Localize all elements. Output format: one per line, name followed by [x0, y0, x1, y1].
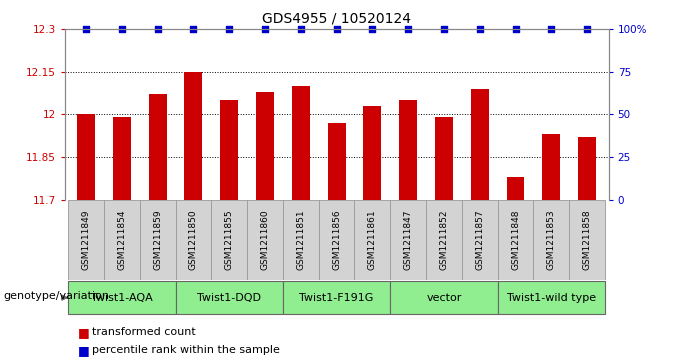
FancyBboxPatch shape: [354, 200, 390, 280]
FancyBboxPatch shape: [211, 200, 247, 280]
Bar: [113, 117, 131, 200]
Text: Twist1-AQA: Twist1-AQA: [91, 293, 153, 303]
FancyBboxPatch shape: [462, 200, 498, 280]
Point: [475, 26, 486, 32]
FancyBboxPatch shape: [498, 281, 605, 314]
Bar: [184, 72, 203, 200]
Point: [403, 26, 413, 32]
Bar: [578, 137, 596, 200]
Bar: [149, 94, 167, 200]
Text: ■: ■: [78, 344, 90, 357]
Point: [581, 26, 592, 32]
Text: GSM1211859: GSM1211859: [153, 209, 162, 270]
FancyBboxPatch shape: [68, 281, 175, 314]
Bar: [471, 89, 489, 200]
Text: GSM1211850: GSM1211850: [189, 209, 198, 270]
Text: genotype/variation: genotype/variation: [3, 291, 109, 301]
Text: GSM1211857: GSM1211857: [475, 209, 484, 270]
FancyBboxPatch shape: [390, 200, 426, 280]
FancyBboxPatch shape: [319, 200, 354, 280]
Point: [331, 26, 342, 32]
FancyBboxPatch shape: [68, 200, 104, 280]
Text: GSM1211855: GSM1211855: [224, 209, 234, 270]
Text: GSM1211851: GSM1211851: [296, 209, 305, 270]
Text: GSM1211861: GSM1211861: [368, 209, 377, 270]
Bar: [328, 123, 345, 200]
FancyBboxPatch shape: [247, 200, 283, 280]
FancyBboxPatch shape: [104, 200, 140, 280]
Bar: [399, 100, 417, 200]
Bar: [256, 91, 274, 200]
FancyBboxPatch shape: [390, 281, 498, 314]
FancyBboxPatch shape: [426, 200, 462, 280]
Text: ■: ■: [78, 326, 90, 339]
Text: GSM1211854: GSM1211854: [118, 209, 126, 270]
FancyBboxPatch shape: [533, 200, 569, 280]
Point: [152, 26, 163, 32]
Bar: [507, 177, 524, 200]
Text: GSM1211849: GSM1211849: [82, 209, 90, 270]
Bar: [363, 106, 381, 200]
Title: GDS4955 / 10520124: GDS4955 / 10520124: [262, 11, 411, 25]
Bar: [292, 86, 310, 200]
Point: [546, 26, 557, 32]
Point: [81, 26, 92, 32]
Bar: [77, 114, 95, 200]
Bar: [220, 100, 238, 200]
Point: [224, 26, 235, 32]
Text: GSM1211853: GSM1211853: [547, 209, 556, 270]
FancyBboxPatch shape: [140, 200, 175, 280]
Point: [260, 26, 271, 32]
Text: GSM1211852: GSM1211852: [439, 209, 449, 270]
Point: [188, 26, 199, 32]
FancyBboxPatch shape: [175, 281, 283, 314]
Text: GSM1211856: GSM1211856: [332, 209, 341, 270]
Text: Twist1-DQD: Twist1-DQD: [197, 293, 261, 303]
Point: [510, 26, 521, 32]
Text: percentile rank within the sample: percentile rank within the sample: [92, 345, 279, 355]
Point: [295, 26, 306, 32]
Text: Twist1-wild type: Twist1-wild type: [507, 293, 596, 303]
Text: GSM1211858: GSM1211858: [583, 209, 592, 270]
FancyBboxPatch shape: [283, 200, 319, 280]
Point: [367, 26, 378, 32]
FancyBboxPatch shape: [569, 200, 605, 280]
Text: vector: vector: [426, 293, 462, 303]
Text: GSM1211847: GSM1211847: [404, 209, 413, 270]
Bar: [435, 117, 453, 200]
Text: Twist1-F191G: Twist1-F191G: [299, 293, 374, 303]
FancyBboxPatch shape: [283, 281, 390, 314]
Text: transformed count: transformed count: [92, 327, 196, 337]
Text: GSM1211860: GSM1211860: [260, 209, 269, 270]
Point: [116, 26, 127, 32]
FancyBboxPatch shape: [498, 200, 533, 280]
Text: GSM1211848: GSM1211848: [511, 209, 520, 270]
FancyBboxPatch shape: [175, 200, 211, 280]
Bar: [543, 134, 560, 200]
Point: [439, 26, 449, 32]
